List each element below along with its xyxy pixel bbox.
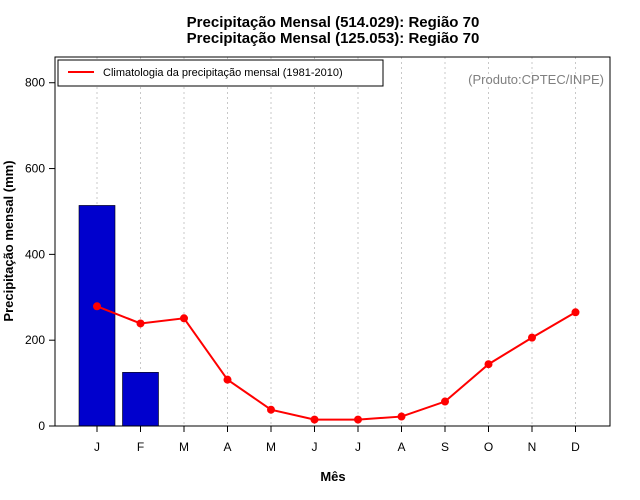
legend-entry-climatology: Climatologia da precipitação mensal (198… bbox=[103, 67, 343, 79]
climatology-line bbox=[96, 305, 577, 421]
y-tick-label: 400 bbox=[25, 247, 45, 261]
climatology-point bbox=[136, 319, 145, 328]
x-tick-label: F bbox=[137, 440, 144, 454]
climatology-point bbox=[180, 314, 188, 323]
climatology-point bbox=[528, 333, 536, 342]
y-tick-label: 800 bbox=[25, 76, 45, 90]
y-axis-label: Precipitação mensal (mm) bbox=[1, 160, 16, 321]
climatology-point bbox=[441, 397, 449, 406]
plot-frame bbox=[54, 56, 611, 427]
legend-box bbox=[57, 59, 384, 87]
x-tick-label: N bbox=[528, 440, 537, 454]
climatology-point bbox=[223, 375, 232, 384]
climatology-point bbox=[571, 308, 580, 317]
product-credit: (Produto:CPTEC/INPE) bbox=[468, 72, 604, 87]
y-tick-label: 0 bbox=[38, 419, 45, 433]
climatology-series bbox=[93, 302, 580, 424]
grid-lines bbox=[96, 57, 576, 426]
x-tick-label: S bbox=[441, 440, 449, 454]
climatology-point bbox=[354, 415, 362, 424]
legend: Climatologia da precipitação mensal (198… bbox=[57, 59, 384, 87]
x-tick-label: M bbox=[266, 440, 276, 454]
x-tick-label: J bbox=[94, 440, 100, 454]
x-tick-label: A bbox=[223, 440, 231, 454]
x-tick-label: J bbox=[355, 440, 361, 454]
climatology-point bbox=[397, 412, 406, 421]
climatology-point bbox=[267, 405, 275, 414]
y-axis: 0 200 400 600 800 bbox=[25, 76, 55, 433]
y-tick-label: 600 bbox=[25, 162, 45, 176]
y-tick-label: 200 bbox=[25, 333, 45, 347]
x-axis-label: Mês bbox=[320, 469, 345, 484]
chart-title-line-2: Precipitação Mensal (125.053): Região 70 bbox=[187, 30, 480, 47]
x-tick-label: J bbox=[312, 440, 318, 454]
bar bbox=[122, 372, 159, 427]
climatology-point bbox=[310, 415, 319, 424]
x-tick-label: A bbox=[397, 440, 405, 454]
x-tick-label: O bbox=[484, 440, 493, 454]
x-tick-label: M bbox=[179, 440, 189, 454]
x-tick-label: D bbox=[571, 440, 580, 454]
climatology-point bbox=[93, 302, 101, 311]
chart-title-line-1: Precipitação Mensal (514.029): Região 70 bbox=[187, 14, 480, 31]
climatology-point bbox=[484, 360, 493, 369]
bar bbox=[78, 205, 116, 427]
